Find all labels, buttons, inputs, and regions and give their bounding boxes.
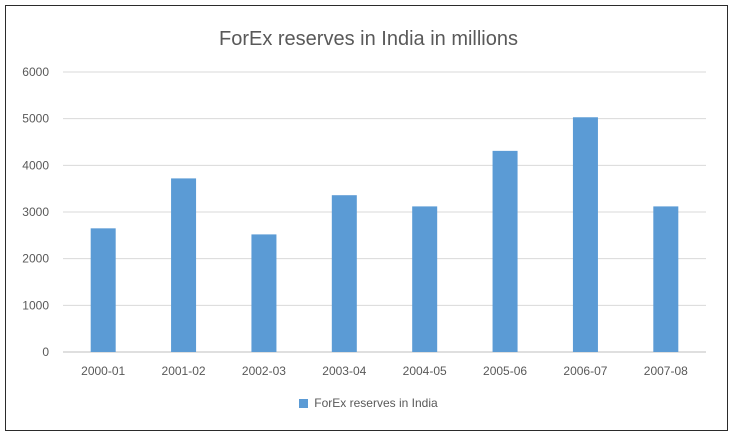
y-tick-label: 2000 — [22, 252, 49, 266]
x-tick-label: 2001-02 — [162, 364, 206, 378]
x-tick-label: 2006-07 — [563, 364, 607, 378]
y-tick-label: 3000 — [22, 205, 49, 219]
y-tick-label: 4000 — [22, 158, 49, 172]
x-tick-label: 2003-04 — [322, 364, 366, 378]
y-tick-label: 1000 — [22, 298, 49, 312]
legend-label: ForEx reserves in India — [314, 396, 438, 410]
y-tick-label: 6000 — [22, 65, 49, 79]
chart-title: ForEx reserves in India in millions — [219, 28, 518, 50]
bar — [90, 228, 116, 352]
bar — [412, 206, 438, 352]
bar — [171, 178, 197, 352]
bar — [572, 117, 598, 353]
x-tick-label: 2005-06 — [483, 364, 527, 378]
y-tick-label: 5000 — [22, 112, 49, 126]
y-tick-label: 0 — [42, 345, 49, 359]
x-tick-label: 2002-03 — [242, 364, 286, 378]
bar — [251, 234, 277, 352]
bar — [492, 150, 518, 352]
x-tick-label: 2004-05 — [403, 364, 447, 378]
legend-swatch — [299, 399, 309, 408]
x-tick-label: 2000-01 — [81, 364, 125, 378]
legend: ForEx reserves in India — [0, 396, 737, 410]
x-tick-label: 2007-08 — [644, 364, 688, 378]
chart-frame — [5, 5, 728, 431]
bar — [653, 206, 679, 352]
bar — [331, 195, 357, 352]
